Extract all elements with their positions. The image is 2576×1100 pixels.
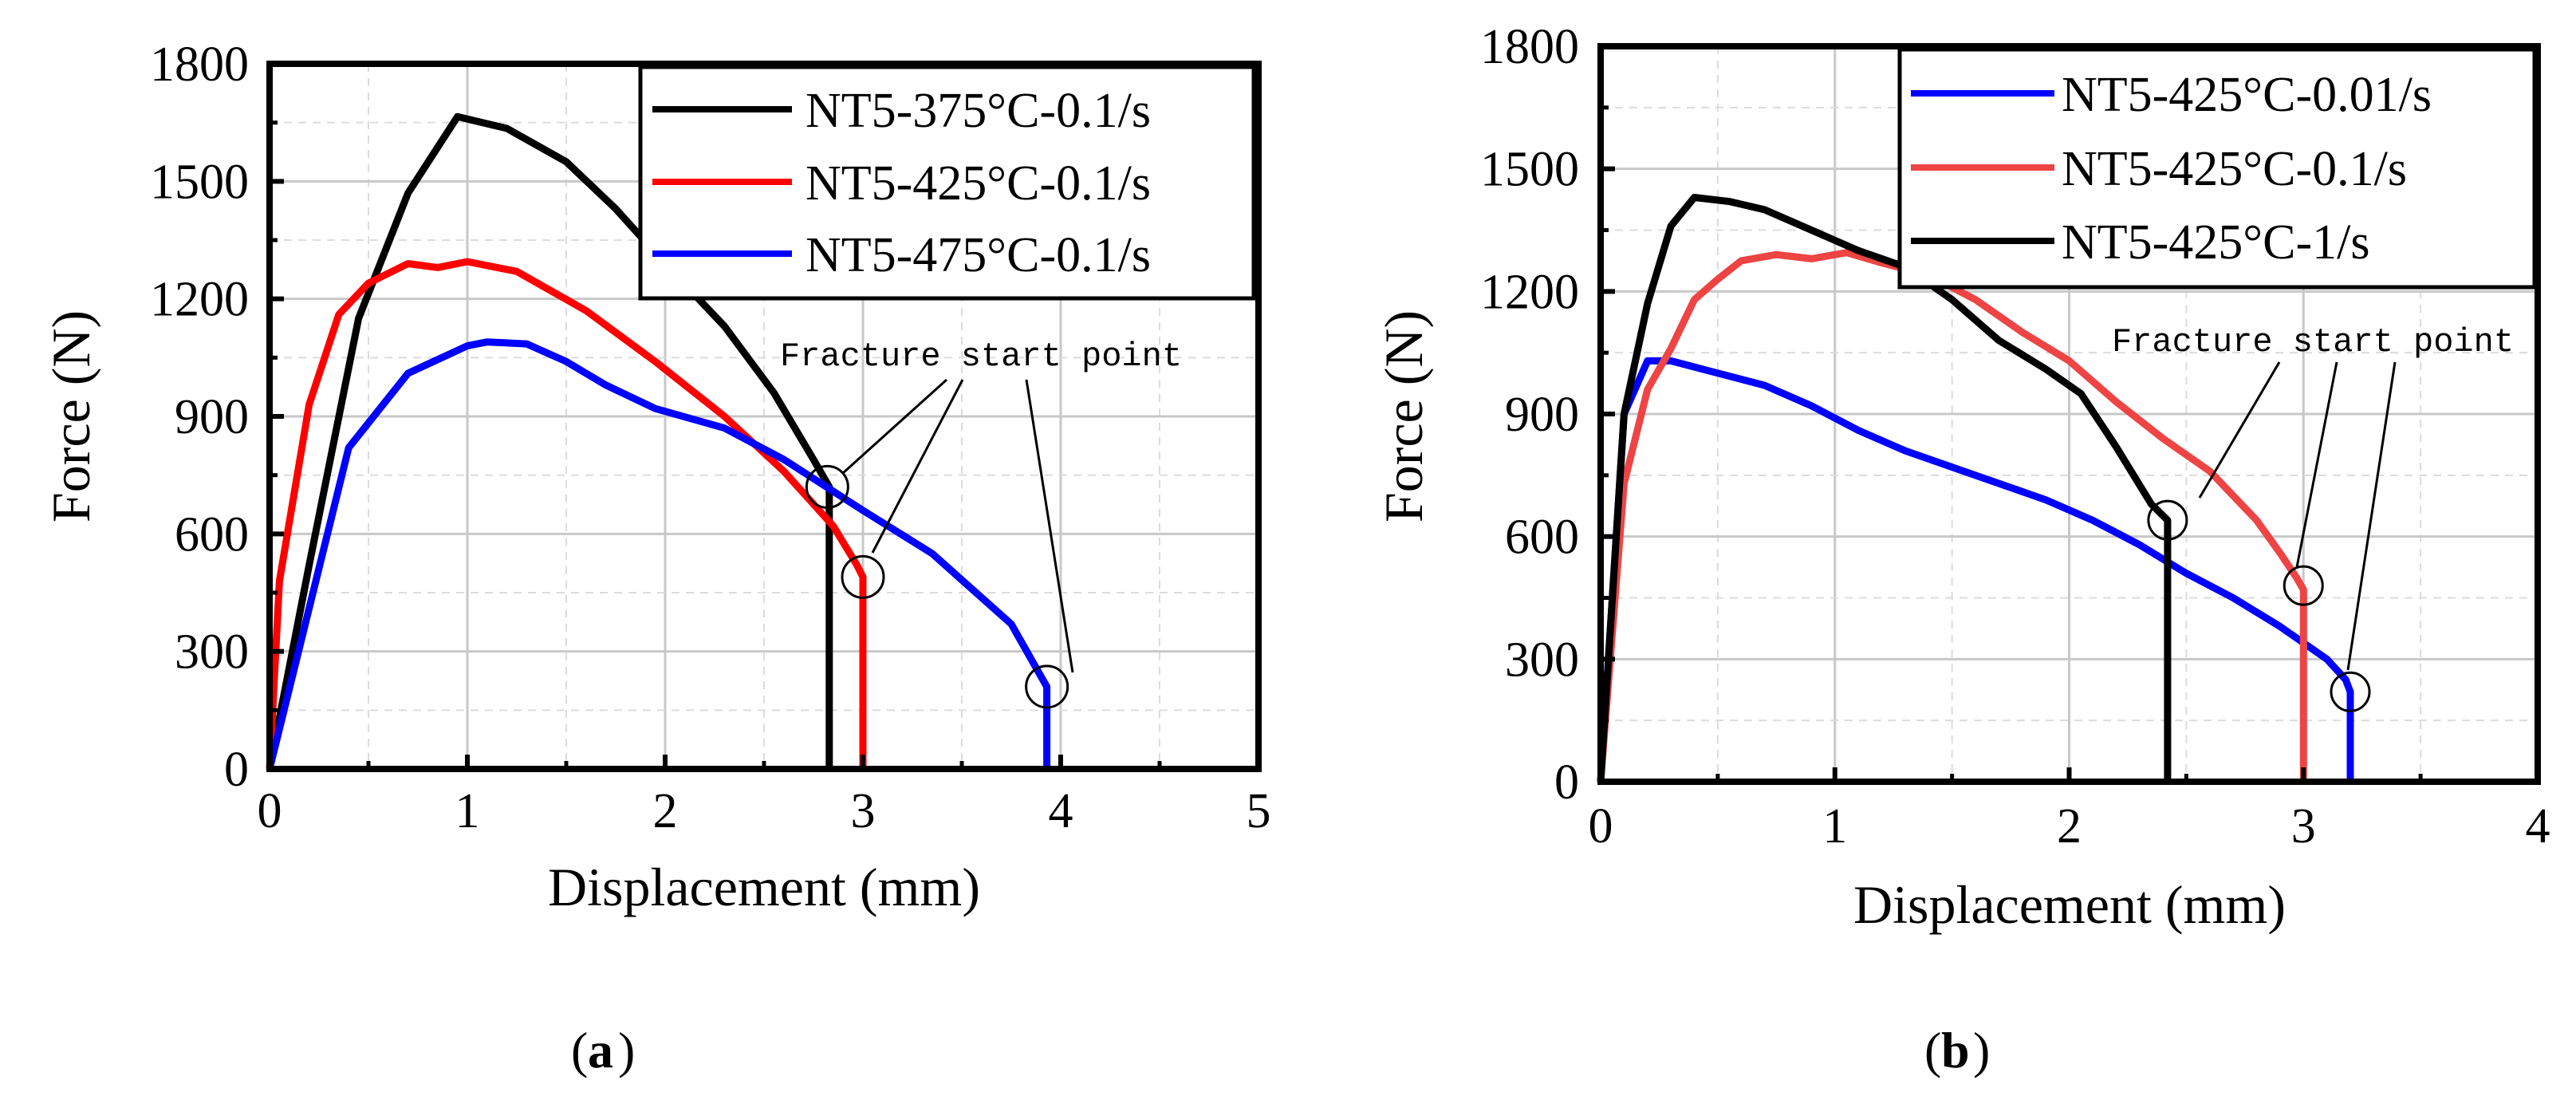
- panel-a-caption: ( a ): [571, 1022, 635, 1078]
- panel-b-fracture-leader-0: [2198, 361, 2281, 499]
- panel-a-fracture-marker-0: [805, 464, 849, 509]
- panel-a-caption-letter: a: [588, 1022, 613, 1078]
- panel-b-x-tick-label-4: 4: [2526, 799, 2550, 854]
- panel-a-caption-close: ): [618, 1022, 635, 1078]
- panel-b-fracture-marker-2: [2330, 671, 2371, 712]
- panel-a-series-line-1: [266, 258, 867, 770]
- panel-a-series: [266, 112, 1051, 771]
- panel-b-y-tick-label-5: 1500: [1480, 143, 1579, 197]
- panel-b-legend-label-1: NT5-425°C-0.1/s: [2062, 142, 2407, 196]
- panel-b-legend-label-0: NT5-425°C-0.01/s: [2062, 68, 2432, 122]
- panel-a-fracture-markers: [805, 378, 1074, 709]
- panel-b-series-line-2: [1597, 194, 2172, 783]
- panel-b-caption: ( b ): [1924, 1022, 1990, 1078]
- panel-a-y-tick-label-2: 600: [175, 507, 249, 562]
- panel-b-x-tick-label-3: 3: [2291, 799, 2316, 854]
- panel-b-series-line-0: [1597, 357, 2354, 783]
- panel-a-fracture-annotation: Fracture start point: [780, 337, 1182, 376]
- panel-b-y-axis-title: Force (N): [1373, 310, 1434, 522]
- panel-b-fracture-marker-1: [2283, 565, 2324, 606]
- panel-a-legend-label-2: NT5-475°C-0.1/s: [805, 228, 1151, 282]
- panel-b-legend: NT5-425°C-0.01/s NT5-425°C-0.1/s NT5-425…: [1897, 47, 2537, 290]
- panel-a-fracture-marker-1: [841, 554, 885, 599]
- panel-a-legend: NT5-375°C-0.1/s NT5-425°C-0.1/s NT5-475°…: [638, 65, 1256, 301]
- panel-a-fracture-leader-2: [1025, 379, 1074, 673]
- panel-b-fracture-leader-2: [2346, 361, 2397, 671]
- panel-a-x-tick-label-4: 4: [1049, 784, 1073, 838]
- panel-a-y-tick-label-5: 1500: [150, 155, 249, 209]
- panel-b-y-tick-label-2: 600: [1505, 511, 1579, 565]
- panel-b-y-tick-label-0: 0: [1554, 755, 1579, 810]
- panel-a-caption-open: (: [571, 1022, 588, 1078]
- panel-a-x-tick-label-1: 1: [455, 784, 480, 838]
- panel-b-caption-letter: b: [1941, 1022, 1970, 1078]
- panel-b: 0 1 2 3 4 0 300 600 900 1200 1500 1800 Displacement…: [1373, 20, 2550, 1078]
- panel-a-fracture-leader-1: [871, 379, 964, 554]
- panel-b-fracture-leader-1: [2295, 361, 2338, 568]
- panel-a-y-axis-title: Force (N): [41, 310, 101, 522]
- panel-a-ticks: 0 1 2 3 4 5 0 300 600 900 1200 1500 1800: [150, 37, 1271, 838]
- panel-b-y-tick-label-6: 1800: [1480, 20, 1579, 74]
- panel-a-fracture-leader-0: [841, 378, 948, 475]
- panel-a-x-tick-label-3: 3: [851, 784, 876, 838]
- panel-a-y-tick-label-0: 0: [224, 743, 249, 797]
- panel-a-legend-label-1: NT5-425°C-0.1/s: [805, 156, 1151, 211]
- panel-b-legend-label-2: NT5-425°C-1/s: [2062, 215, 2369, 270]
- panel-a-fracture-marker-2: [1025, 664, 1069, 709]
- panel-a-series-line-0: [266, 112, 833, 770]
- panel-a-x-tick-label-2: 2: [653, 784, 678, 838]
- panel-a-y-tick-label-3: 900: [175, 390, 249, 444]
- panel-b-y-tick-label-1: 300: [1505, 633, 1579, 687]
- panel-b-caption-close: ): [1973, 1022, 1990, 1078]
- panel-b-fracture-annotation: Fracture start point: [2112, 323, 2514, 361]
- panel-a-x-tick-label-0: 0: [258, 784, 282, 838]
- panel-a-x-tick-label-5: 5: [1247, 784, 1271, 838]
- panel-b-caption-open: (: [1924, 1022, 1941, 1078]
- panel-a-y-tick-label-6: 1800: [150, 37, 249, 92]
- panel-a-x-axis-title: Displacement (mm): [548, 857, 980, 917]
- panel-b-x-tick-label-2: 2: [2057, 799, 2082, 854]
- panel-b-x-axis-title: Displacement (mm): [1853, 874, 2286, 935]
- panel-b-x-tick-label-0: 0: [1589, 799, 1613, 854]
- panel-a-legend-label-0: NT5-375°C-0.1/s: [805, 84, 1151, 138]
- panel-b-x-tick-label-1: 1: [1822, 799, 1847, 854]
- panel-a-series-line-2: [266, 338, 1051, 771]
- panel-a: 0 1 2 3 4 5 0 300 600 900 1200 1500 1800 Displacemen…: [41, 37, 1271, 1078]
- panel-a-y-tick-label-4: 1200: [150, 273, 249, 327]
- panel-a-y-tick-label-1: 300: [175, 625, 249, 680]
- panel-b-ticks: 0 1 2 3 4 0 300 600 900 1200 1500 1800: [1480, 20, 2550, 854]
- panel-b-fracture-marker-0: [2147, 499, 2188, 541]
- panel-b-y-tick-label-3: 900: [1505, 388, 1579, 442]
- panel-b-fracture-markers: [2147, 361, 2397, 712]
- panel-b-y-tick-label-4: 1200: [1480, 265, 1579, 319]
